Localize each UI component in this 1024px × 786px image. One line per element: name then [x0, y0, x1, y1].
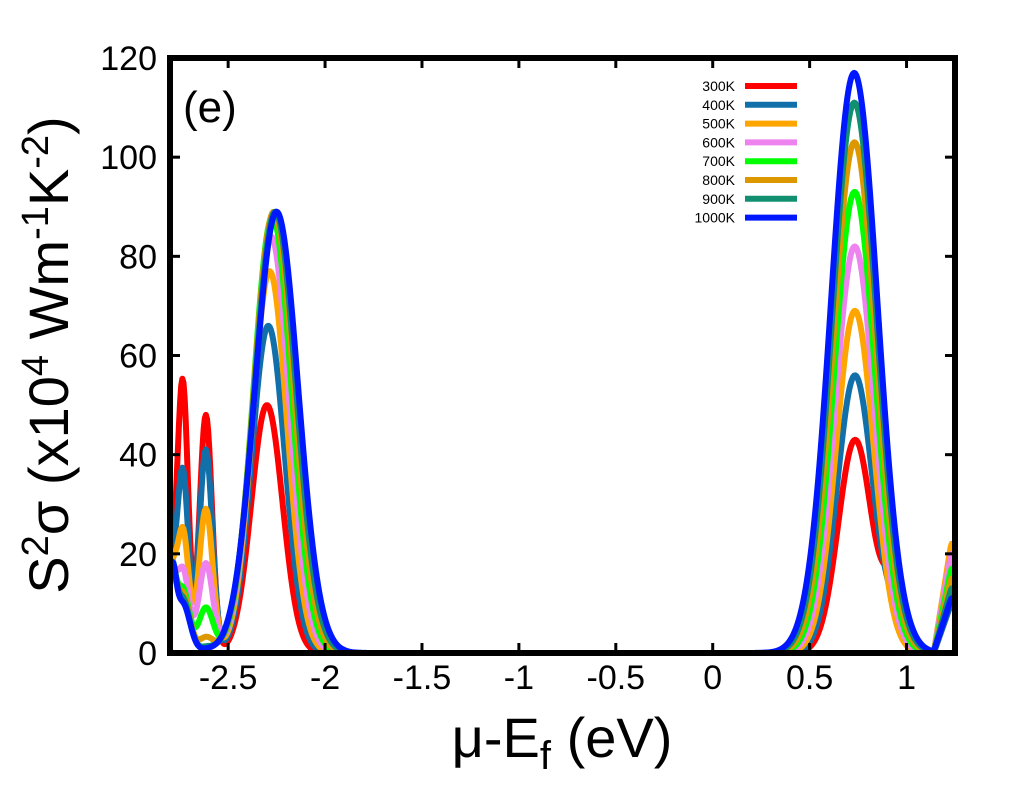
- y-axis-title-d: K: [17, 169, 80, 206]
- legend-label-300K: 300K: [702, 78, 735, 94]
- x-axis-title-sub: f: [540, 734, 552, 778]
- y-axis-title-a: S: [17, 556, 80, 593]
- panel-label: (e): [183, 83, 237, 132]
- x-tick-label: -1.5: [393, 659, 452, 697]
- y-axis-title-a-sup: 2: [15, 535, 57, 556]
- x-tick-label: 0: [703, 659, 722, 697]
- x-tick-label: -0.5: [587, 659, 646, 697]
- y-axis-title: S2σ (x104 Wm-1K-2): [15, 116, 80, 593]
- y-tick-label: 80: [119, 238, 157, 276]
- y-axis-title-b: σ (x10: [17, 376, 80, 535]
- series-layer: [170, 69, 955, 653]
- y-axis-title-e: ): [17, 116, 80, 135]
- y-axis-title-d-sup: -2: [15, 135, 57, 169]
- legend-label-700K: 700K: [702, 153, 735, 169]
- legend-label-800K: 800K: [702, 172, 735, 188]
- y-tick-label: 0: [138, 635, 157, 673]
- y-axis-title-b-sup: 4: [15, 355, 57, 376]
- series-line-1000K: [170, 69, 955, 653]
- x-tick-label: 1: [897, 659, 916, 697]
- y-axis-title-c: Wm: [17, 240, 80, 355]
- y-tick-label: 20: [119, 536, 157, 574]
- legend-label-1000K: 1000K: [695, 210, 736, 226]
- series-line-600K: [170, 233, 955, 653]
- y-tick-labels: 0 20 40 60 80 100 120: [100, 40, 157, 673]
- x-tick-label: 0.5: [786, 659, 833, 697]
- legend: 300K 400K 500K 600K 700K 800K 900K 1000K: [695, 78, 797, 226]
- y-tick-label: 60: [119, 338, 157, 376]
- series-line-300K: [170, 375, 955, 653]
- y-tick-label: 40: [119, 437, 157, 475]
- x-tick-label: -2: [310, 659, 340, 697]
- series-line-400K: [170, 322, 955, 653]
- legend-label-600K: 600K: [702, 134, 735, 150]
- x-axis-title: μ-Ef (eV): [452, 706, 673, 778]
- x-tick-label: -2.5: [199, 659, 258, 697]
- legend-label-900K: 900K: [702, 191, 735, 207]
- series-line-500K: [170, 268, 955, 653]
- x-tick-labels: -2.5 -2 -1.5 -1 -0.5 0 0.5 1: [199, 659, 916, 697]
- plot-frame: [167, 55, 958, 656]
- y-tick-label: 100: [100, 139, 157, 177]
- legend-label-400K: 400K: [702, 97, 735, 113]
- y-axis-title-c-sup: -1: [15, 206, 57, 240]
- x-axis-title-tail: (eV): [551, 706, 672, 769]
- x-axis-title-main: μ-E: [452, 706, 540, 769]
- y-tick-label: 120: [100, 40, 157, 78]
- x-tick-label: -1: [504, 659, 534, 697]
- legend-label-500K: 500K: [702, 116, 735, 132]
